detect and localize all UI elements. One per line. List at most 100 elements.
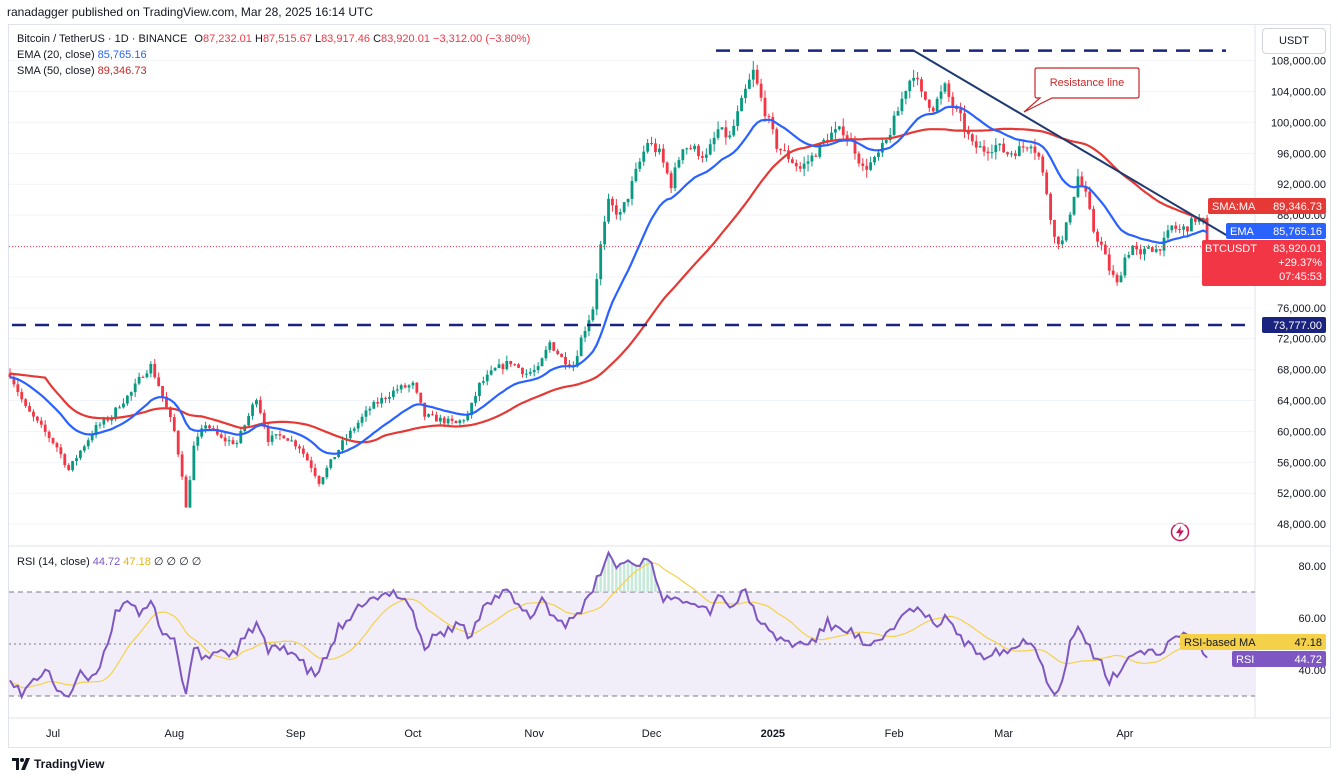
- time-tick-label: Jul: [46, 728, 60, 740]
- ema-legend[interactable]: EMA (20, close) 85,765.16: [17, 47, 147, 63]
- rsi-pane[interactable]: 80.00 60.00 40.00: [9, 550, 1326, 700]
- candle-body: [493, 367, 497, 371]
- candle-body: [258, 400, 262, 413]
- candle-body: [900, 98, 904, 112]
- rsi-tick-label: 40.00: [1298, 665, 1326, 677]
- flash-icon[interactable]: [1170, 522, 1190, 542]
- candle-body: [564, 356, 567, 365]
- candle-body: [720, 127, 724, 130]
- candle-body: [1100, 241, 1103, 245]
- price-tick-label: 64,000.00: [1277, 396, 1326, 408]
- candle-body: [118, 407, 121, 409]
- candle-body: [352, 428, 356, 431]
- candle-body: [1119, 275, 1123, 283]
- candle-body: [419, 392, 423, 403]
- candle-body: [125, 395, 129, 404]
- candle-body: [321, 477, 325, 484]
- candle-body: [935, 98, 939, 112]
- candle-body: [603, 221, 607, 245]
- candle-body: [137, 376, 141, 384]
- time-axis[interactable]: Jul Aug Sep Oct Nov Dec 2025 Feb Mar Apr: [9, 717, 1331, 740]
- currency-button[interactable]: USDT: [1262, 28, 1326, 54]
- rsi-line[interactable]: [9, 550, 1208, 700]
- sma-line[interactable]: [9, 127, 1208, 444]
- candle-body: [841, 126, 845, 136]
- rsi-ma-tag-text: 47.18: [1294, 637, 1322, 649]
- candle-body: [454, 420, 458, 424]
- resistance-trendline[interactable]: [913, 49, 1228, 237]
- ema-line[interactable]: [9, 105, 1208, 455]
- candle-body: [524, 373, 528, 375]
- candle-body: [814, 155, 818, 157]
- candle-body: [333, 457, 337, 460]
- candle-body: [884, 139, 888, 143]
- sma-price-tag: SMA:MA 89,346.73: [1208, 198, 1326, 214]
- candle-body: [669, 173, 673, 189]
- candle-body: [834, 129, 837, 133]
- ema-price-tag-text: 85,765.16: [1273, 226, 1322, 238]
- candle-body: [1143, 248, 1146, 255]
- time-tick-label: Aug: [165, 728, 185, 740]
- candle-body: [575, 356, 579, 367]
- candle-body: [978, 146, 982, 148]
- candle-body: [208, 425, 211, 429]
- publisher-line: ranadagger published on TradingView.com,…: [7, 5, 374, 19]
- candle-body: [712, 137, 716, 145]
- open-value: 87,232.01: [202, 33, 252, 45]
- candle-body: [1033, 146, 1037, 153]
- candle-body: [298, 446, 301, 449]
- candle-body: [1096, 231, 1099, 242]
- rsi-tag: RSI 44.72: [1232, 651, 1326, 667]
- candle-body: [1068, 214, 1072, 223]
- candle-body: [1107, 254, 1111, 271]
- candle-body: [313, 467, 317, 477]
- candle-body: [55, 443, 59, 448]
- sma-legend[interactable]: SMA (50, close) 89,346.73: [17, 63, 147, 79]
- candle-body: [595, 279, 599, 310]
- candle-body: [446, 418, 450, 424]
- candle-body: [974, 141, 978, 148]
- candle-body: [1186, 226, 1189, 232]
- main-legend[interactable]: Bitcoin / TetherUS · 1D · BINANCE O87,23…: [17, 31, 530, 47]
- candle-body: [82, 446, 86, 451]
- rsi-ma-line[interactable]: [9, 562, 1208, 689]
- candle-body: [411, 382, 415, 386]
- candle-body: [916, 77, 919, 80]
- candle-body: [47, 431, 51, 439]
- candle-body: [215, 428, 219, 435]
- candle-body: [532, 370, 536, 373]
- change-value: −3,312.00 (−3.80%): [433, 33, 531, 45]
- candle-body: [360, 416, 364, 423]
- price-tick-label: 72,000.00: [1277, 334, 1326, 346]
- candle-body: [1092, 208, 1096, 232]
- candle-body: [927, 99, 931, 108]
- candle-body: [990, 152, 994, 154]
- candle-body: [59, 447, 63, 455]
- candle-body: [947, 83, 951, 97]
- resistance-callout[interactable]: Resistance line: [1023, 67, 1140, 113]
- candle-body: [94, 425, 98, 436]
- candle-body: [141, 376, 145, 378]
- sma-price-tag-bg: [1208, 198, 1326, 214]
- candle-body: [513, 364, 517, 366]
- candle-body: [431, 414, 434, 416]
- open-label: O: [194, 33, 203, 45]
- sma-price-tag-text: SMA:MA: [1212, 201, 1256, 213]
- candle-body: [1123, 257, 1127, 276]
- candle-body: [1201, 217, 1205, 219]
- candle-body: [114, 407, 118, 418]
- candle-body: [536, 366, 540, 371]
- candle-body: [877, 152, 880, 157]
- candle-body: [1088, 191, 1092, 209]
- candle-body: [325, 467, 329, 478]
- candle-body: [853, 140, 857, 154]
- rsi-legend[interactable]: RSI (14, close) 44.72 47.18 ∅ ∅ ∅ ∅: [17, 554, 201, 570]
- tradingview-logo[interactable]: TradingView: [12, 757, 104, 771]
- candle-body: [290, 440, 294, 442]
- candle-body: [341, 440, 344, 451]
- rsi-tag-bg: [1232, 651, 1326, 667]
- candle-body: [638, 161, 642, 169]
- candle-body: [391, 390, 395, 397]
- tradingview-logo-icon: [12, 758, 30, 770]
